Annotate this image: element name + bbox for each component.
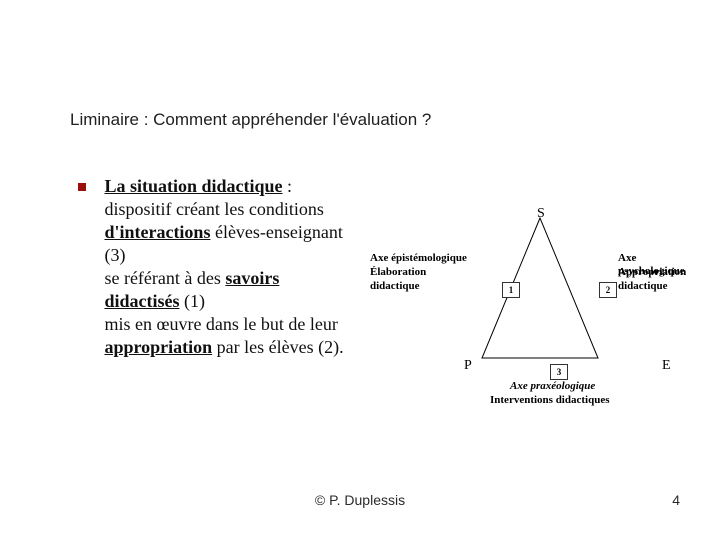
bullet-block: La situation didactique : dispositif cré… xyxy=(78,175,368,359)
label-right-3: didactique xyxy=(618,280,668,293)
bullet-bold-1: La situation didactique xyxy=(104,176,282,196)
vertex-e: E xyxy=(662,358,671,374)
edge-number-1: 1 xyxy=(502,282,520,298)
vertex-p: P xyxy=(464,358,472,374)
bullet-square-icon xyxy=(78,183,86,191)
vertex-s: S xyxy=(537,206,545,222)
label-right-2: Appropriation xyxy=(618,266,686,279)
triangle-shape xyxy=(482,218,598,358)
label-bottom-2: Interventions didactiques xyxy=(490,394,610,407)
slide-title: Liminaire : Comment appréhender l'évalua… xyxy=(70,110,431,130)
label-left-2: Élaboration xyxy=(370,266,426,279)
triangle-diagram: S P E 1 2 3 Axe épistémologique Élaborat… xyxy=(370,200,700,420)
slide: Liminaire : Comment appréhender l'évalua… xyxy=(0,0,720,540)
bullet-bold-4: appropriation xyxy=(104,337,212,357)
bullet-text: La situation didactique : dispositif cré… xyxy=(104,175,354,359)
footer-page-number: 4 xyxy=(672,492,680,508)
label-left-3: didactique xyxy=(370,280,420,293)
footer-copyright: © P. Duplessis xyxy=(0,492,720,508)
edge-number-3: 3 xyxy=(550,364,568,380)
label-left-1: Axe épistémologique xyxy=(370,252,467,265)
bullet-bold-2: d'interactions xyxy=(104,222,210,242)
edge-number-2: 2 xyxy=(599,282,617,298)
label-bottom-1: Axe praxéologique xyxy=(510,380,595,393)
